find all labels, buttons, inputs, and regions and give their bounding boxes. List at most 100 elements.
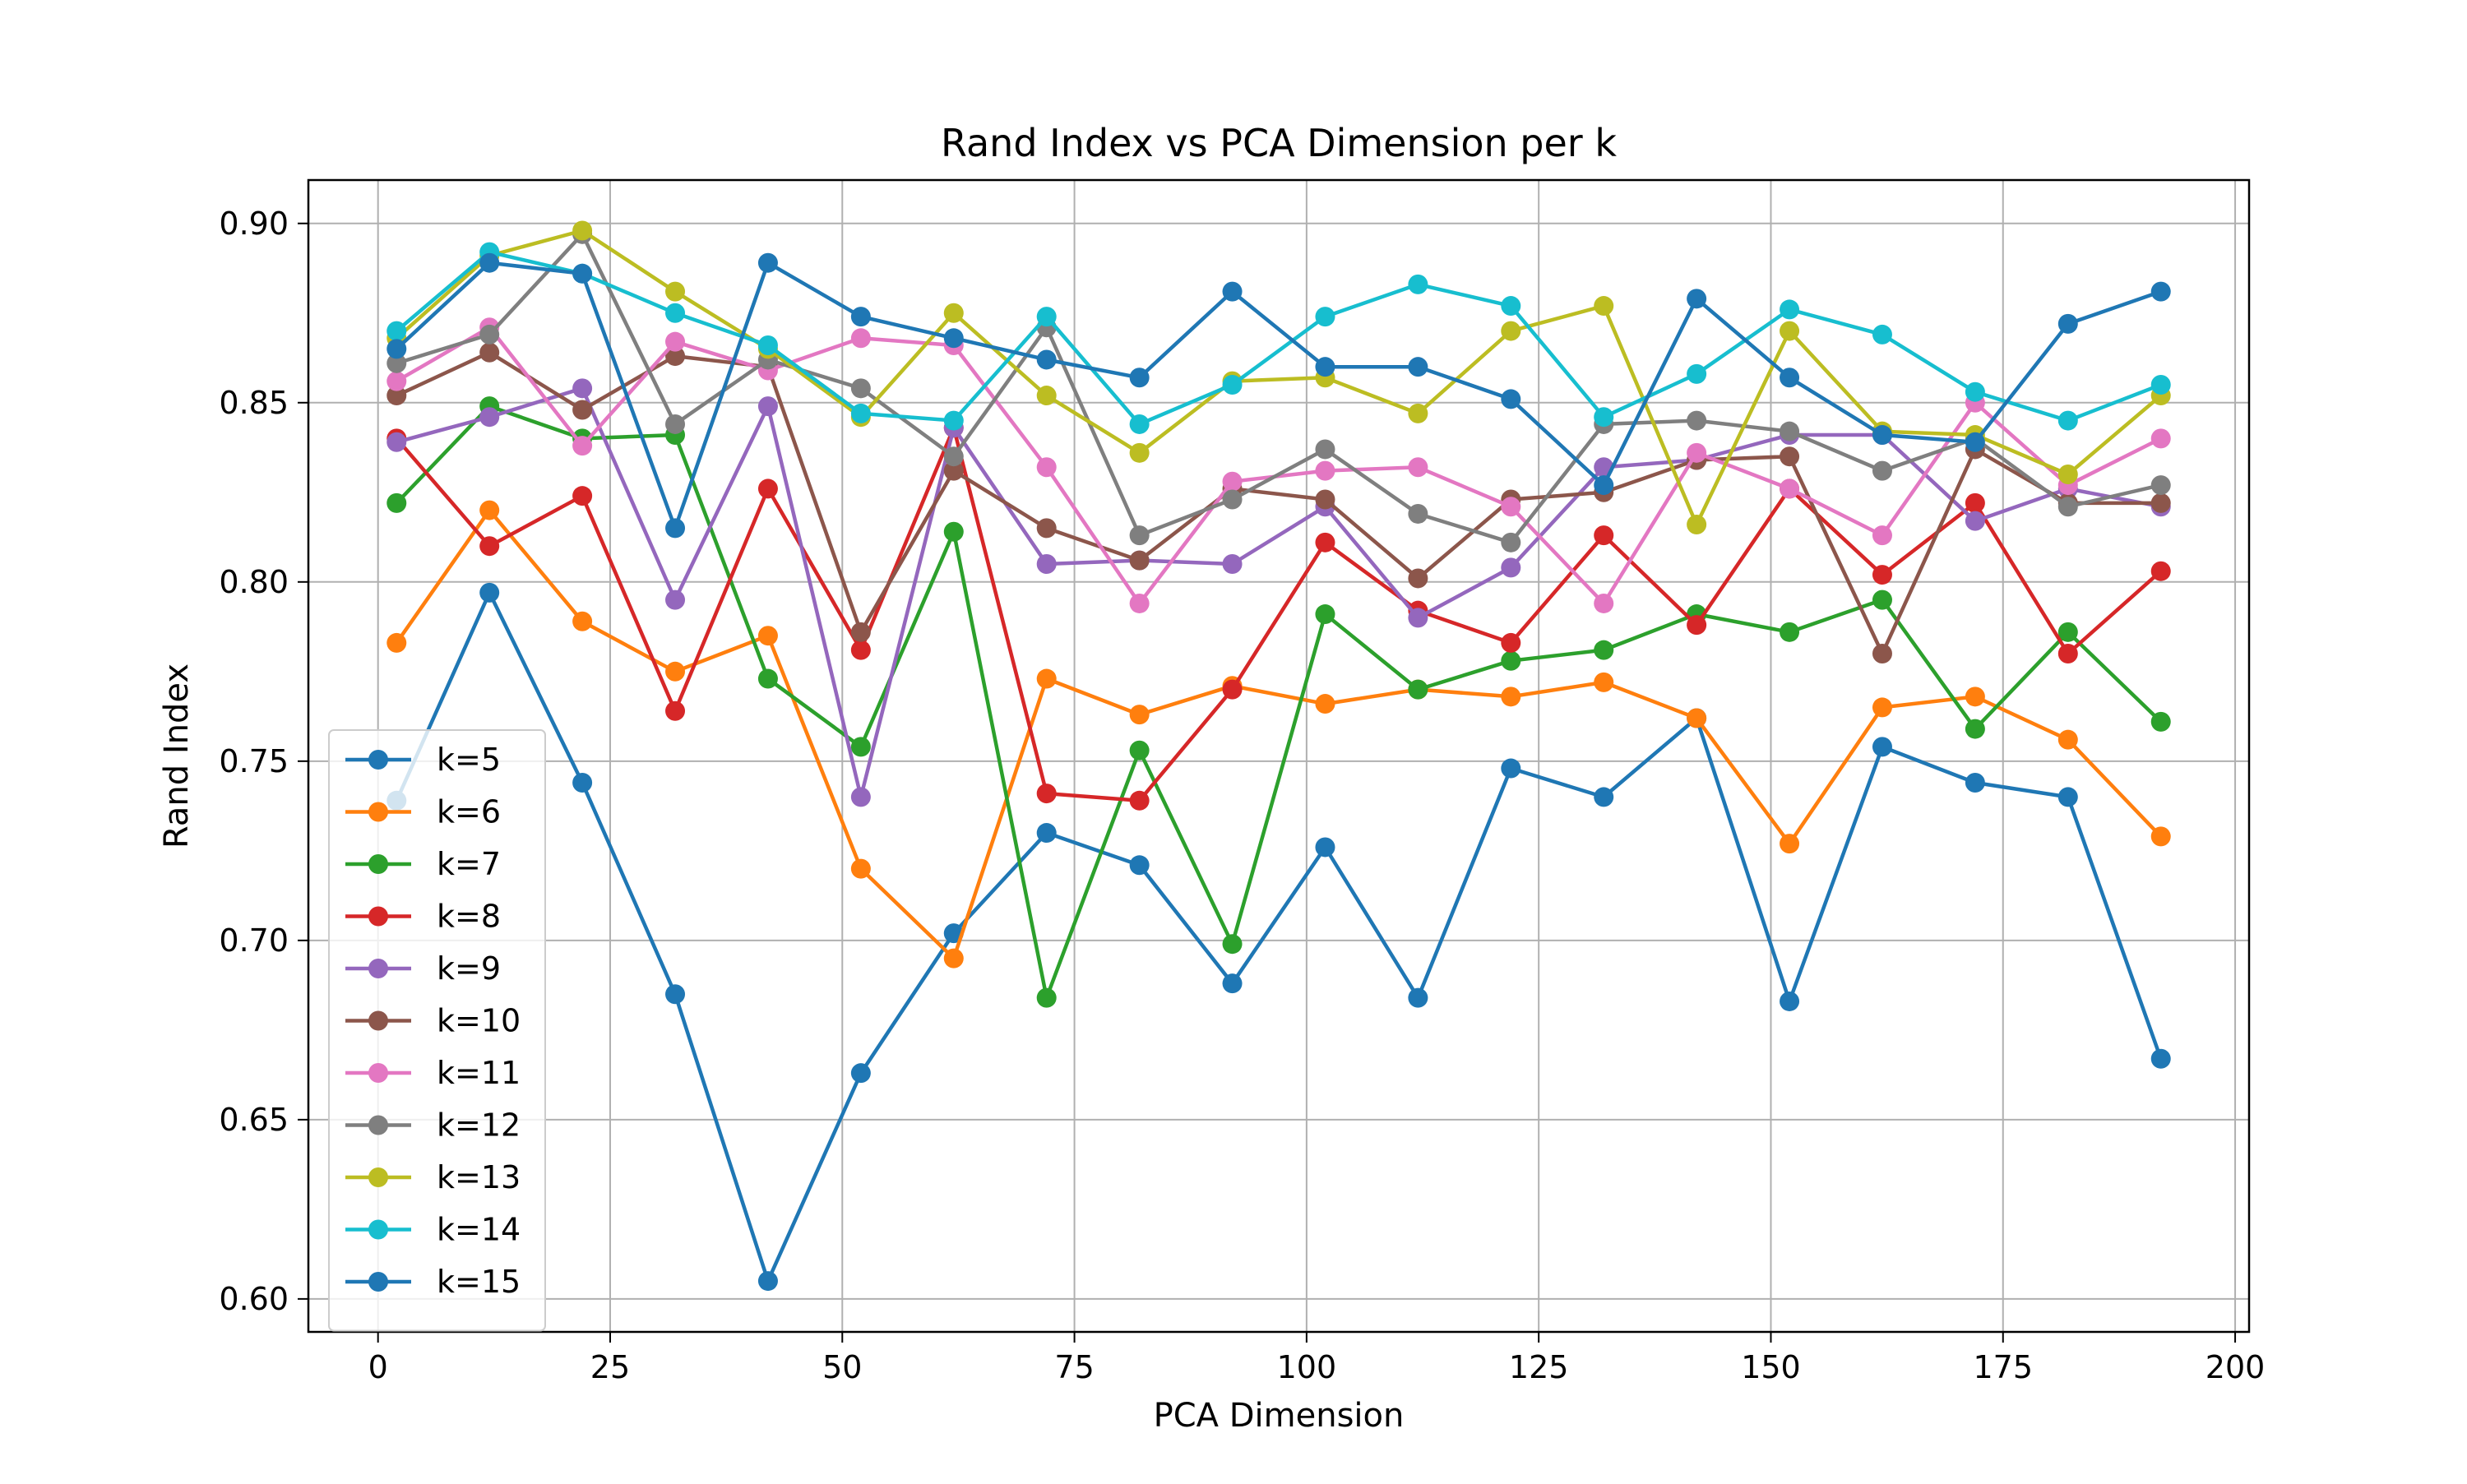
series-line <box>395 590 2163 1283</box>
data-point <box>572 263 593 284</box>
data-point <box>1965 687 1985 707</box>
data-point <box>665 331 686 352</box>
data-point <box>850 328 871 349</box>
data-point <box>386 321 407 341</box>
data-point <box>665 700 686 721</box>
data-point <box>943 446 964 467</box>
data-point <box>1780 368 1800 388</box>
data-point <box>665 518 686 539</box>
data-point <box>665 661 686 682</box>
data-point <box>1965 492 1985 513</box>
data-point <box>1780 446 1800 467</box>
data-point <box>1501 632 1521 653</box>
legend-marker <box>368 959 388 978</box>
legend-marker <box>368 1219 388 1240</box>
data-point <box>1594 593 1614 613</box>
legend-marker <box>368 750 388 770</box>
legend-marker <box>368 854 388 874</box>
data-point <box>665 589 686 610</box>
y-tick-label: 0.60 <box>219 1281 289 1317</box>
legend-item: k=15 <box>345 1264 521 1300</box>
data-point <box>1501 497 1521 517</box>
data-point <box>665 303 686 323</box>
data-point <box>665 984 686 1005</box>
data-point <box>2057 313 2078 334</box>
data-point <box>1036 784 1057 804</box>
data-point <box>1036 668 1057 689</box>
legend-marker <box>368 1063 388 1083</box>
data-point <box>1036 987 1057 1008</box>
data-point <box>665 414 686 434</box>
series-line <box>395 426 2163 803</box>
axis-ticks: 0 25 50 75 100 125 150 175 200 0.60 0.65 0.70 0.75 0.… <box>219 206 2265 1385</box>
data-point <box>1501 758 1521 779</box>
y-tick-label: 0.65 <box>219 1102 289 1138</box>
data-point <box>572 611 593 631</box>
data-point <box>850 858 871 879</box>
data-point <box>1687 410 1707 431</box>
data-point <box>850 622 871 642</box>
data-point <box>2057 410 2078 431</box>
y-tick-label: 0.80 <box>219 564 289 600</box>
series-k=11 <box>386 317 2171 613</box>
legend-marker <box>368 1167 388 1187</box>
data-point <box>1965 381 1985 402</box>
data-point <box>572 436 593 456</box>
data-point <box>665 281 686 302</box>
series-k=14 <box>386 242 2171 434</box>
data-point <box>1872 565 1892 585</box>
data-point <box>1965 432 1985 452</box>
data-point <box>1872 644 1892 664</box>
legend-label: k=9 <box>437 950 501 987</box>
data-point <box>757 252 778 273</box>
data-point <box>2150 561 2171 581</box>
data-point <box>1594 672 1614 692</box>
data-point <box>1036 823 1057 844</box>
y-tick-label: 0.75 <box>219 743 289 779</box>
data-point <box>1780 991 1800 1011</box>
data-point <box>1687 615 1707 636</box>
data-point <box>2057 622 2078 642</box>
data-point <box>1315 460 1335 481</box>
legend-label: k=14 <box>437 1212 521 1248</box>
legend-label: k=5 <box>437 742 501 778</box>
x-tick-label: 25 <box>590 1349 630 1385</box>
data-point <box>1501 650 1521 671</box>
data-point <box>1780 321 1800 341</box>
data-point <box>386 386 407 406</box>
data-point <box>1315 307 1335 327</box>
data-point <box>386 353 407 373</box>
data-point <box>1408 457 1428 478</box>
legend-marker <box>368 1272 388 1292</box>
data-point <box>479 536 500 557</box>
data-point <box>1408 357 1428 377</box>
data-point <box>479 500 500 520</box>
data-point <box>1872 425 1892 446</box>
data-point <box>1315 489 1335 510</box>
data-point <box>572 378 593 399</box>
x-axis-label: PCA Dimension <box>1154 1397 1405 1435</box>
data-point <box>1408 503 1428 524</box>
x-tick-label: 175 <box>1974 1349 2034 1385</box>
data-point <box>1036 349 1057 370</box>
data-point <box>1222 471 1243 492</box>
legend: k=5 k=6 k=7 k=8 k=9 k=10 k=11 k=12 k=13 k=14 k=15 <box>328 729 546 1332</box>
data-point <box>2057 787 2078 807</box>
legend-label: k=6 <box>437 794 501 830</box>
legend-label: k=12 <box>437 1107 521 1144</box>
legend-label: k=13 <box>437 1159 521 1195</box>
data-point <box>943 328 964 349</box>
x-tick-label: 125 <box>1509 1349 1569 1385</box>
data-point <box>1129 550 1150 571</box>
data-point <box>850 378 871 399</box>
legend-item: k=6 <box>345 794 501 830</box>
data-point <box>1408 679 1428 700</box>
data-point <box>1408 608 1428 628</box>
data-point <box>2150 374 2171 395</box>
data-point <box>1501 532 1521 552</box>
data-point <box>943 303 964 323</box>
data-point <box>943 948 964 969</box>
data-point <box>1872 525 1892 546</box>
data-point <box>479 582 500 603</box>
data-point <box>572 772 593 793</box>
